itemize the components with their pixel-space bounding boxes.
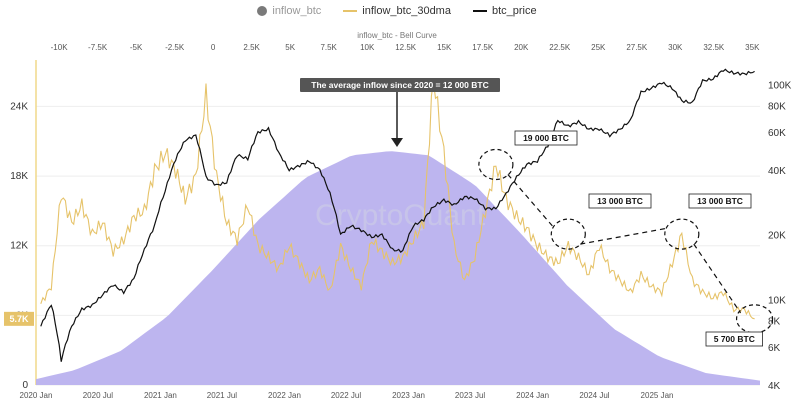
right-tick-label: 80K bbox=[768, 101, 786, 112]
legend-label-btc-price: btc_price bbox=[491, 5, 537, 17]
right-tick-label: 40K bbox=[768, 166, 786, 177]
top-tick-label: 12.5K bbox=[395, 43, 417, 52]
top-tick-label: -7.5K bbox=[88, 43, 108, 52]
top-tick-label: -2.5K bbox=[165, 43, 185, 52]
current-value-text: 5.7K bbox=[9, 314, 29, 324]
top-tick-label: 20K bbox=[514, 43, 529, 52]
bottom-tick-label: 2023 Jan bbox=[392, 391, 425, 400]
price-layer bbox=[40, 68, 755, 362]
top-tick-label: 2.5K bbox=[243, 43, 260, 52]
right-tick-label: 20K bbox=[768, 231, 786, 242]
average-annotation-text: The average inflow since 2020 = 12 000 B… bbox=[311, 80, 488, 90]
left-tick-label: 12K bbox=[10, 241, 28, 252]
legend-swatch-inflow-btc-30dma bbox=[343, 10, 358, 12]
right-tick-label: 8K bbox=[768, 316, 781, 327]
bottom-tick-label: 2020 Jul bbox=[83, 391, 113, 400]
top-tick-label: 5K bbox=[285, 43, 295, 52]
right-tick-label: 4K bbox=[768, 381, 781, 392]
peak-circle bbox=[478, 148, 514, 181]
right-tick-label: 60K bbox=[768, 128, 786, 139]
top-tick-label: 30K bbox=[668, 43, 683, 52]
left-tick-label: 24K bbox=[10, 101, 28, 112]
bottom-tick-label: 2022 Jan bbox=[268, 391, 301, 400]
peak-label-text: 13 000 BTC bbox=[597, 196, 643, 206]
current-value-box bbox=[4, 311, 34, 326]
average-annotation-box bbox=[300, 78, 500, 92]
top-tick-label: 17.5K bbox=[472, 43, 494, 52]
top-tick-label: 7.5K bbox=[320, 43, 337, 52]
annotations: The average inflow since 2020 = 12 000 B… bbox=[300, 78, 774, 347]
bottom-tick-label: 2020 Jan bbox=[20, 391, 53, 400]
top-tick-label: 10K bbox=[360, 43, 375, 52]
inflow-btc-30dma-line bbox=[40, 81, 755, 320]
peak-connector bbox=[507, 174, 555, 229]
peak-label-box bbox=[588, 193, 652, 209]
average-arrow-head bbox=[391, 138, 403, 147]
bell-curve-layer bbox=[36, 151, 760, 385]
bottom-tick-label: 2023 Jul bbox=[455, 391, 485, 400]
legend-swatch-inflow-btc bbox=[257, 6, 268, 16]
legend-label-inflow-btc-30dma: inflow_btc_30dma bbox=[362, 5, 451, 17]
current-value-tag: 5.7K bbox=[4, 311, 34, 326]
peak-circle bbox=[735, 304, 774, 334]
legend-item-inflow-btc-30dma[interactable]: inflow_btc_30dma bbox=[343, 2, 451, 20]
legend-item-inflow-btc[interactable]: inflow_btc bbox=[257, 2, 321, 20]
bottom-tick-label: 2021 Jul bbox=[207, 391, 237, 400]
legend-label-inflow-btc: inflow_btc bbox=[272, 5, 322, 17]
right-tick-label: 10K bbox=[768, 295, 786, 306]
legend-item-btc-price[interactable]: btc_price bbox=[472, 2, 537, 20]
peak-label-box bbox=[705, 331, 763, 347]
peak-connector bbox=[693, 243, 742, 314]
top-tick-label: -5K bbox=[130, 43, 143, 52]
bell-curve-area bbox=[36, 151, 760, 385]
peak-circle bbox=[550, 218, 586, 250]
peak-circle bbox=[664, 218, 700, 250]
left-axis-ticks: 06K12K18K24K bbox=[10, 101, 28, 391]
top-tick-label: 27.5K bbox=[626, 43, 648, 52]
top-tick-label: 22.5K bbox=[549, 43, 571, 52]
watermark: CryptoQuant bbox=[315, 199, 486, 232]
right-tick-label: 100K bbox=[768, 80, 792, 91]
peak-label-text: 19 000 BTC bbox=[523, 133, 569, 143]
bottom-tick-label: 2024 Jan bbox=[516, 391, 549, 400]
right-tick-label: 6K bbox=[768, 343, 781, 354]
peak-label-box bbox=[514, 130, 578, 146]
inflow-layer bbox=[40, 81, 755, 320]
peak-label-text: 5 700 BTC bbox=[714, 334, 755, 344]
bottom-tick-label: 2025 Jan bbox=[641, 391, 674, 400]
top-tick-label: 35K bbox=[745, 43, 760, 52]
top-tick-label: 0 bbox=[211, 43, 216, 52]
bottom-tick-label: 2024 Jul bbox=[579, 391, 609, 400]
peak-label-text: 13 000 BTC bbox=[697, 196, 743, 206]
legend-swatch-btc-price bbox=[472, 10, 487, 12]
bottom-tick-label: 2022 Jul bbox=[331, 391, 361, 400]
bell-curve-title: inflow_btc - Bell Curve bbox=[357, 31, 437, 40]
bottom-tick-label: 2021 Jan bbox=[144, 391, 177, 400]
right-axis-ticks: 4K 6K 8K 10K 20K 40K 60K 80K 100K bbox=[768, 80, 792, 392]
left-tick-label: 0 bbox=[22, 380, 28, 391]
top-tick-label: 25K bbox=[591, 43, 606, 52]
peak-label-box bbox=[688, 193, 752, 209]
peak-connector bbox=[580, 227, 668, 245]
btc-price-line bbox=[40, 68, 755, 362]
bottom-axis-ticks: 2020 Jan 2020 Jul 2021 Jan 2021 Jul 2022 Jan… bbox=[20, 391, 674, 400]
top-axis-ticks: -10K -7.5K -5K -2.5K 0 2.5K 5K 7.5K 10K 12.5K 15K 1… bbox=[51, 43, 760, 52]
top-tick-label: 32.5K bbox=[703, 43, 725, 52]
chart-legend: inflow_btc inflow_btc_30dma btc_price bbox=[0, 2, 794, 20]
top-tick-label: -10K bbox=[51, 43, 69, 52]
top-tick-label: 15K bbox=[437, 43, 452, 52]
left-tick-label: 18K bbox=[10, 171, 28, 182]
